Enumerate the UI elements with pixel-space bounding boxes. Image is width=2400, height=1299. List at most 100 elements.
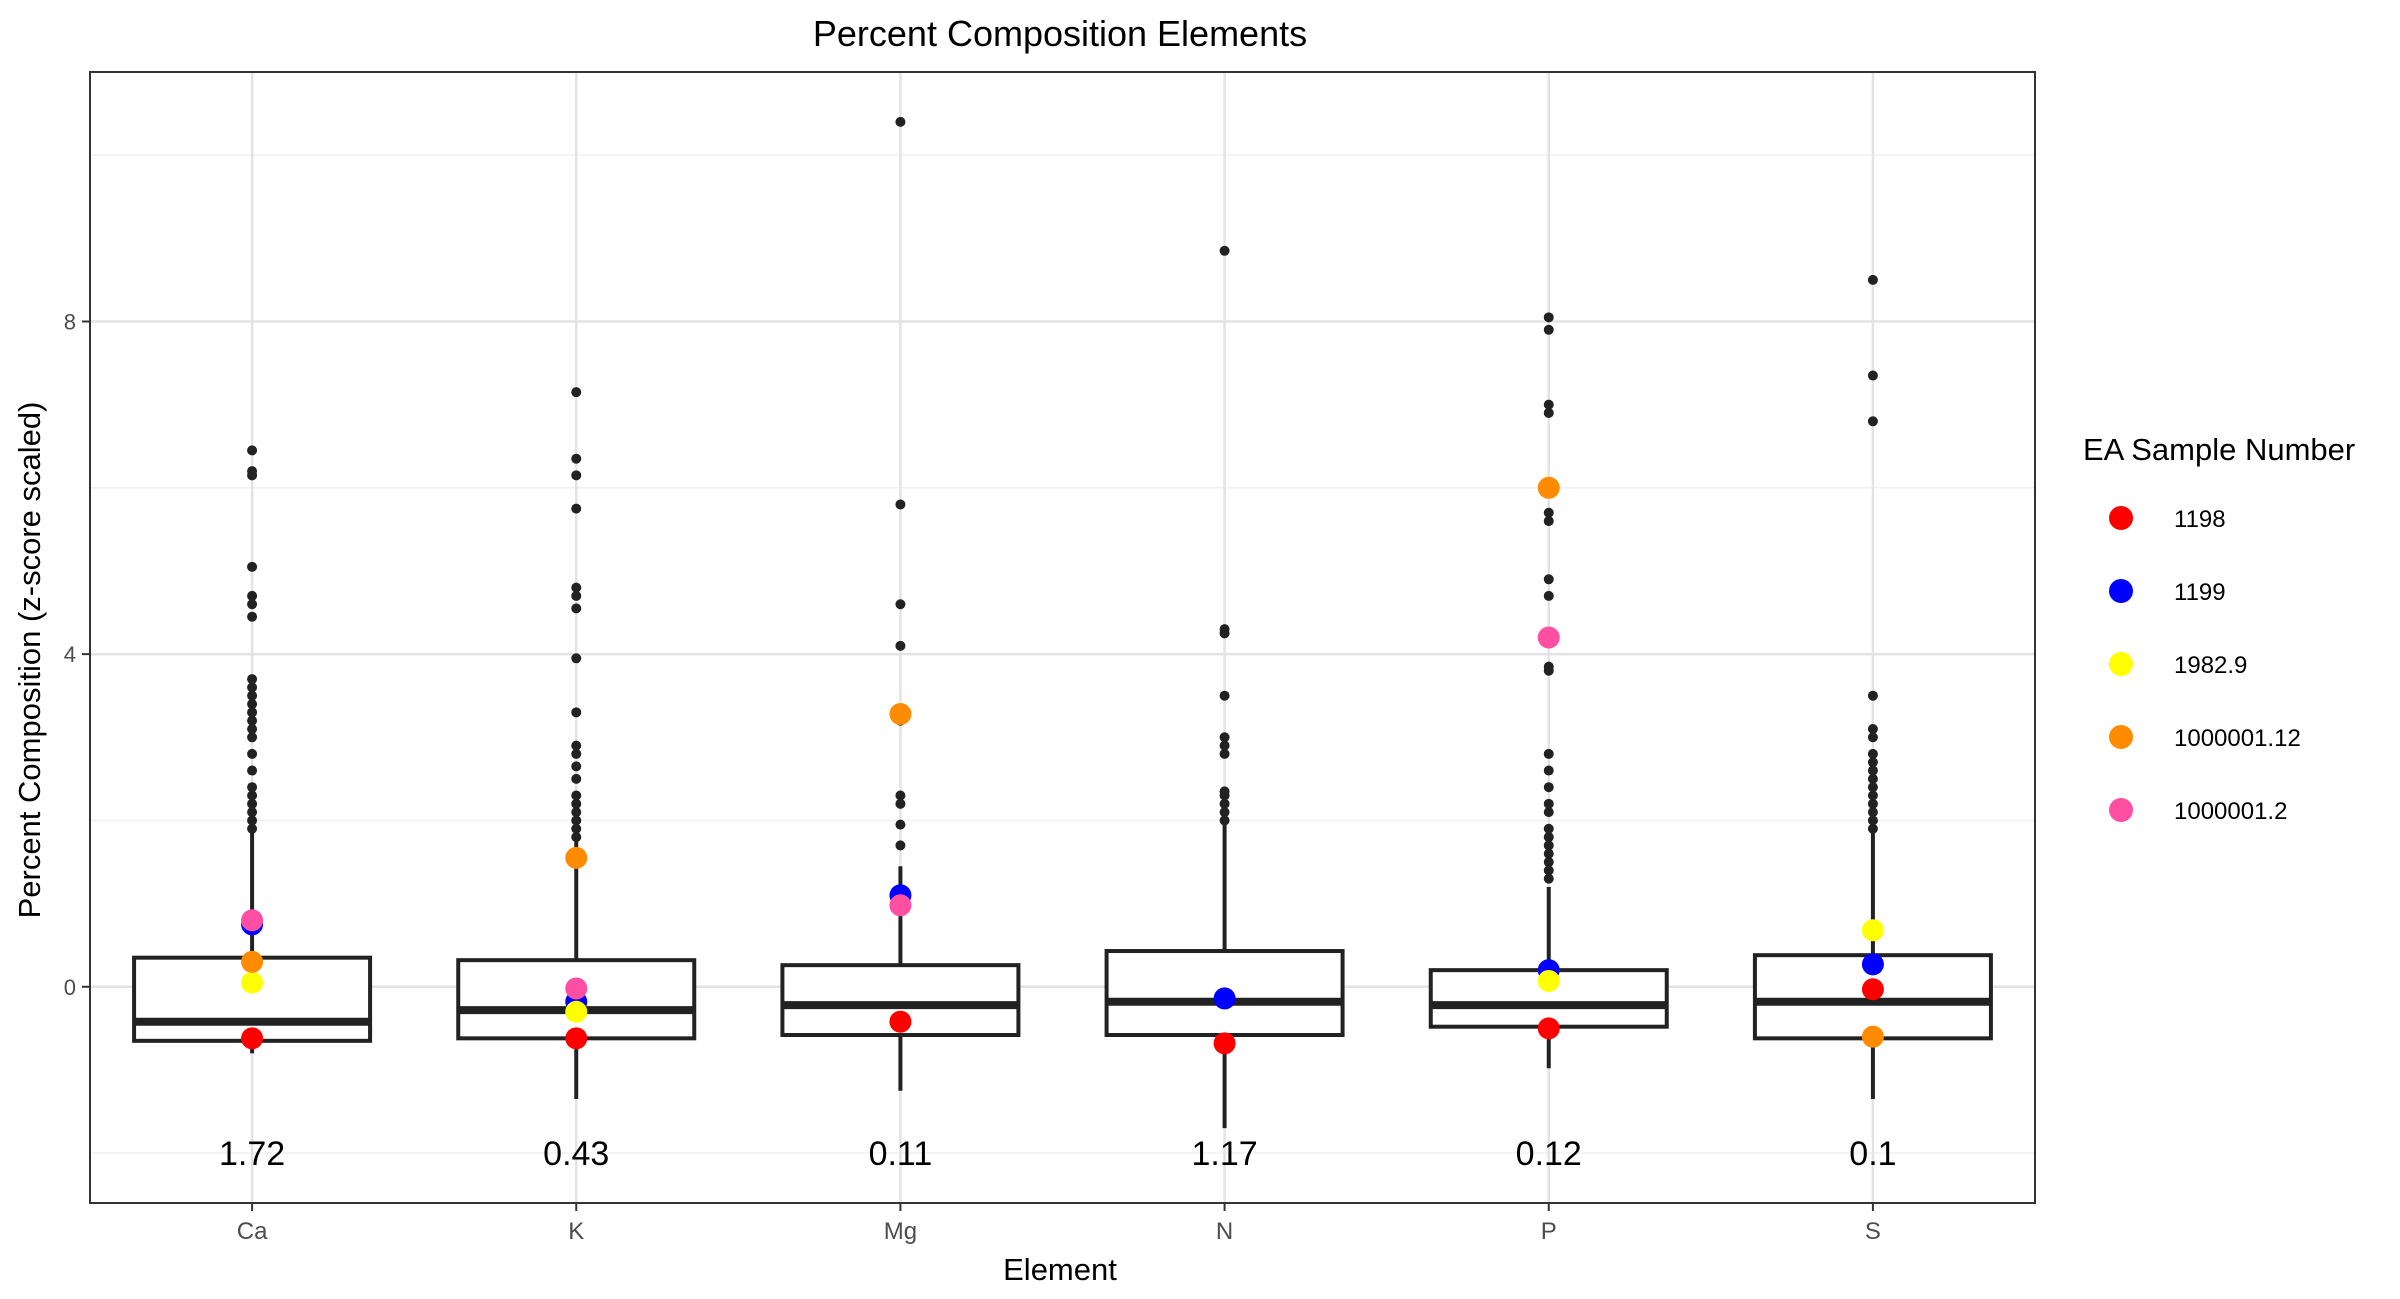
- outlier-point: [247, 466, 258, 477]
- x-tick-label: S: [1865, 1218, 1881, 1245]
- sample-point-1000001.12: [889, 703, 912, 726]
- outlier-point: [247, 807, 258, 818]
- legend-key-1000001.2: [2109, 798, 2133, 822]
- outlier-point: [895, 790, 906, 801]
- legend-key-1000001.12: [2109, 725, 2133, 749]
- outlier-point: [571, 832, 582, 843]
- outlier-point: [1219, 815, 1230, 826]
- outlier-point: [895, 819, 906, 830]
- outlier-point: [1543, 873, 1554, 884]
- outlier-point: [1867, 416, 1878, 427]
- outlier-point: [247, 765, 258, 776]
- outlier-point: [1543, 857, 1554, 868]
- legend: EA Sample Number 1198 1199 1982.9 1000001.1…: [2083, 432, 2355, 825]
- y-tick-label: 8: [64, 309, 76, 334]
- outlier-point: [1543, 865, 1554, 876]
- outlier-point: [1867, 815, 1878, 826]
- sample-point-1982.9: [565, 1000, 588, 1023]
- outlier-point: [247, 782, 258, 793]
- y-tick-label: 4: [64, 642, 76, 667]
- outlier-point: [1543, 848, 1554, 859]
- sample-point-1198: [1861, 978, 1884, 1001]
- annotation-label: 0.1: [1849, 1135, 1896, 1173]
- sample-point-1000001.2: [241, 909, 264, 932]
- outlier-point: [1867, 723, 1878, 734]
- outlier-point: [1543, 782, 1554, 793]
- outlier-point: [247, 715, 258, 726]
- outlier-point: [571, 740, 582, 751]
- outlier-point: [247, 690, 258, 701]
- annotation-label: 1.72: [219, 1135, 285, 1173]
- legend-key-1982.9: [2109, 652, 2133, 676]
- outlier-point: [1543, 399, 1554, 410]
- outlier-point: [247, 590, 258, 601]
- outlier-point: [1867, 807, 1878, 818]
- outlier-point: [247, 699, 258, 710]
- outlier-point: [1219, 690, 1230, 701]
- x-axis-title: Element: [1003, 1252, 1117, 1287]
- chart-title: Percent Composition Elements: [813, 13, 1307, 54]
- x-tick-label: Ca: [237, 1218, 268, 1245]
- legend-label: 1982.9: [2174, 652, 2247, 679]
- legend-title: EA Sample Number: [2083, 432, 2355, 467]
- outlier-point: [1543, 312, 1554, 323]
- outlier-point: [247, 748, 258, 759]
- sample-point-1000001.2: [565, 977, 588, 1000]
- outlier-point: [1867, 732, 1878, 743]
- outlier-point: [247, 823, 258, 834]
- sample-point-1198: [1213, 1032, 1236, 1055]
- outlier-point: [1867, 823, 1878, 834]
- outlier-point: [571, 815, 582, 826]
- sample-point-1982.9: [1537, 969, 1560, 992]
- sample-point-1982.9: [241, 971, 264, 994]
- outlier-point: [571, 603, 582, 614]
- outlier-point: [895, 116, 906, 127]
- outlier-point: [247, 707, 258, 718]
- outlier-point: [1543, 798, 1554, 809]
- sample-point-1000001.12: [565, 846, 588, 869]
- outlier-point: [1543, 590, 1554, 601]
- outlier-point: [1219, 798, 1230, 809]
- x-tick-label: P: [1541, 1218, 1557, 1245]
- outlier-point: [1543, 823, 1554, 834]
- outlier-point: [1543, 574, 1554, 585]
- legend-label: 1000001.2: [2174, 798, 2287, 825]
- outlier-point: [1867, 370, 1878, 381]
- y-tick-label: 0: [64, 975, 76, 1000]
- outlier-point: [571, 590, 582, 601]
- x-tick-label: N: [1216, 1218, 1233, 1245]
- outlier-point: [895, 640, 906, 651]
- outlier-point: [1543, 807, 1554, 818]
- sample-point-1000001.2: [1537, 626, 1560, 649]
- outlier-point: [1867, 798, 1878, 809]
- outlier-point: [247, 445, 258, 456]
- outlier-point: [1543, 507, 1554, 518]
- sample-point-1199: [1213, 987, 1236, 1010]
- outlier-point: [1219, 786, 1230, 797]
- outlier-point: [1867, 690, 1878, 701]
- legend-key-1199: [2109, 579, 2133, 603]
- outlier-point: [247, 674, 258, 685]
- outlier-point: [1867, 748, 1878, 759]
- outlier-point: [1867, 757, 1878, 768]
- y-axis-title: Percent Composition (z-score scaled): [12, 402, 47, 919]
- outlier-point: [571, 470, 582, 481]
- outlier-point: [1219, 732, 1230, 743]
- plot-panel: 1.72 0.43 0.11 1.17 0.12 0.1 0 4 8 Ca K Mg N P S: [64, 71, 2036, 1245]
- outlier-point: [1867, 274, 1878, 285]
- outlier-point: [571, 582, 582, 593]
- outlier-point: [895, 798, 906, 809]
- outlier-point: [1867, 773, 1878, 784]
- outlier-point: [1543, 748, 1554, 759]
- outlier-point: [1867, 765, 1878, 776]
- outlier-point: [247, 599, 258, 610]
- outlier-point: [1867, 790, 1878, 801]
- outlier-point: [247, 790, 258, 801]
- outlier-point: [571, 761, 582, 772]
- outlier-point: [247, 815, 258, 826]
- legend-label: 1199: [2174, 579, 2226, 606]
- outlier-point: [247, 611, 258, 622]
- annotation-label: 1.17: [1191, 1135, 1257, 1173]
